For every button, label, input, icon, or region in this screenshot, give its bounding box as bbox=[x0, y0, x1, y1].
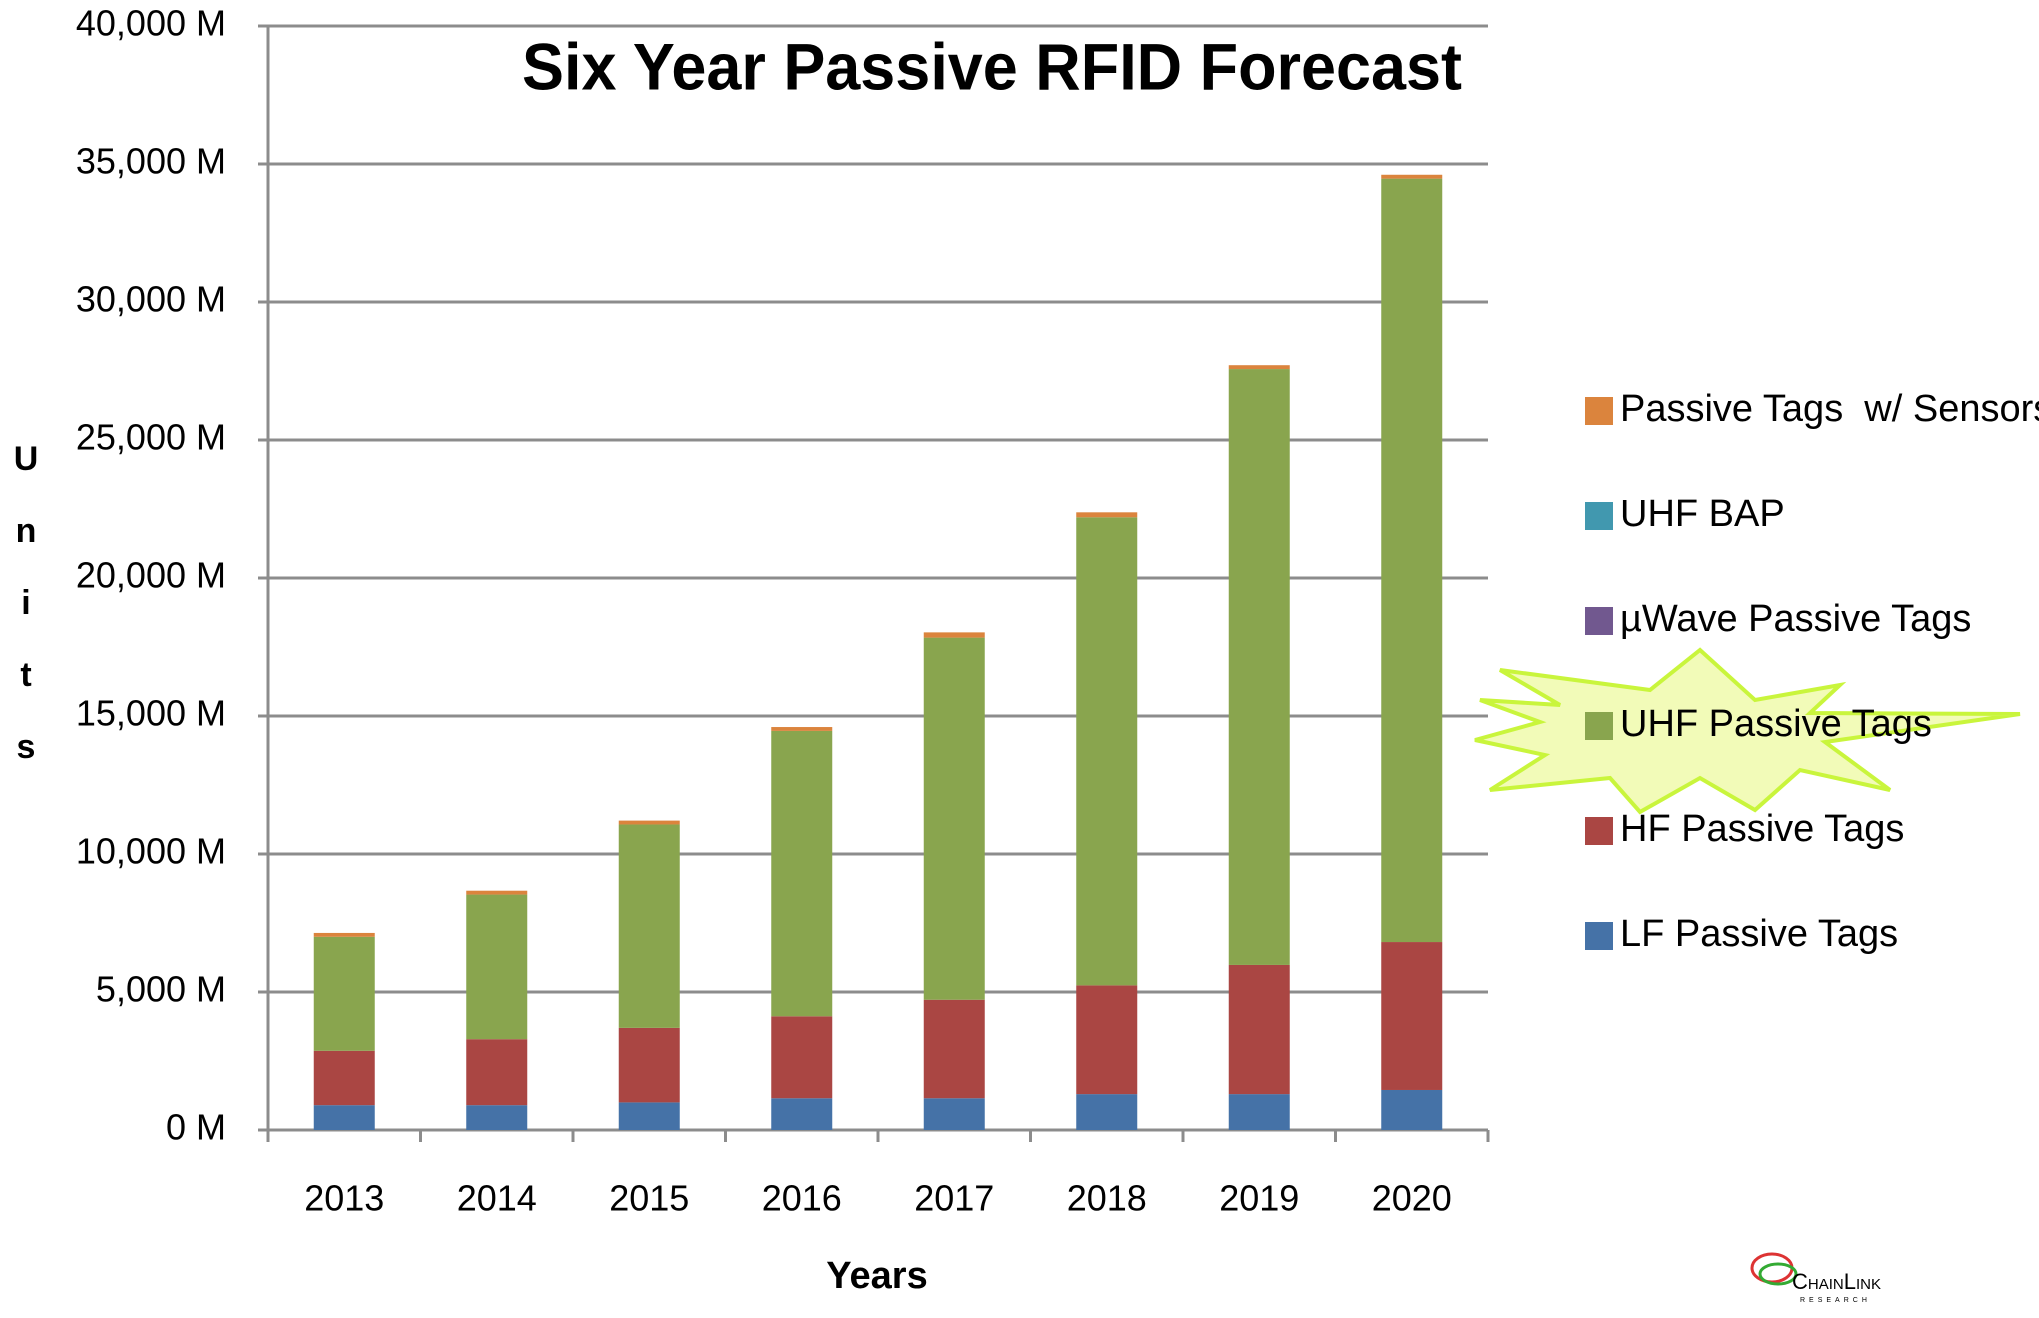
bar-segment bbox=[618, 1102, 680, 1130]
y-tick-label: 40,000 M bbox=[76, 3, 226, 44]
logo-text: ChainLink bbox=[1792, 1269, 1881, 1294]
y-axis-label: Units bbox=[7, 440, 45, 800]
bar-segment bbox=[1076, 985, 1138, 1095]
legend-swatch bbox=[1585, 817, 1613, 845]
chart-title: Six Year Passive RFID Forecast bbox=[522, 29, 1462, 103]
bar-segment bbox=[1381, 942, 1443, 1090]
x-tick-label: 2020 bbox=[1372, 1178, 1452, 1219]
legend-swatch bbox=[1585, 502, 1613, 530]
bar-segment bbox=[771, 730, 833, 1017]
x-tick-label: 2013 bbox=[304, 1178, 384, 1219]
x-tick-label: 2015 bbox=[609, 1178, 689, 1219]
bar-segment bbox=[1381, 174, 1443, 179]
x-tick-label: 2018 bbox=[1067, 1178, 1147, 1219]
y-tick-label: 15,000 M bbox=[76, 693, 226, 734]
bar-segment bbox=[1228, 365, 1290, 370]
legend-label: UHF BAP bbox=[1620, 493, 1785, 535]
bar-segment bbox=[313, 936, 375, 1051]
bar-segment bbox=[1076, 1094, 1138, 1130]
bar-segment bbox=[313, 1105, 375, 1130]
logo-subtext: RESEARCH bbox=[1800, 1297, 1871, 1304]
logo-ring bbox=[1758, 1262, 1798, 1286]
y-tick-label: 30,000 M bbox=[76, 279, 226, 320]
bar-segment bbox=[466, 1105, 528, 1130]
bar-segment bbox=[466, 890, 528, 895]
bar-segment bbox=[618, 824, 680, 1028]
bar-segment bbox=[923, 1098, 985, 1130]
x-tick-label: 2019 bbox=[1219, 1178, 1299, 1219]
y-tick-label: 20,000 M bbox=[76, 555, 226, 596]
y-tick-label: 10,000 M bbox=[76, 831, 226, 872]
legend-swatch bbox=[1585, 922, 1613, 950]
logo-ring bbox=[1750, 1252, 1794, 1284]
legend-label: HF Passive Tags bbox=[1620, 808, 1904, 850]
y-tick-label: 5,000 M bbox=[96, 969, 226, 1010]
legend-swatch bbox=[1585, 712, 1613, 740]
bar-segment bbox=[1381, 1089, 1443, 1130]
legend-label: LF Passive Tags bbox=[1620, 913, 1898, 955]
bar-segment bbox=[923, 637, 985, 1000]
bar-segment bbox=[313, 932, 375, 937]
bar-segment bbox=[1228, 1094, 1290, 1130]
x-tick-label: 2016 bbox=[762, 1178, 842, 1219]
x-axis-label: Years bbox=[826, 1255, 927, 1297]
bar-segment bbox=[923, 999, 985, 1099]
legend-label: Passive Tags w/ Sensors bbox=[1620, 388, 2039, 430]
bar-segment bbox=[771, 727, 833, 731]
bar-segment bbox=[771, 1098, 833, 1130]
bar-segment bbox=[1076, 512, 1138, 518]
bar-segment bbox=[1228, 369, 1290, 965]
y-tick-label: 25,000 M bbox=[76, 417, 226, 458]
legend-swatch bbox=[1585, 607, 1613, 635]
bar-segment bbox=[466, 894, 528, 1040]
bar-segment bbox=[1228, 964, 1290, 1095]
x-tick-label: 2014 bbox=[457, 1178, 537, 1219]
highlight-starburst bbox=[1474, 647, 2021, 815]
legend-label: UHF Passive Tags bbox=[1620, 703, 1932, 745]
bar-segment bbox=[618, 820, 680, 825]
bar-segment bbox=[1381, 178, 1443, 943]
y-tick-label: 0 M bbox=[166, 1107, 226, 1148]
bar-segment bbox=[313, 1050, 375, 1106]
logo: ChainLink RESEARCH bbox=[1750, 1252, 1881, 1304]
legend-swatch bbox=[1585, 397, 1613, 425]
x-tick-label: 2017 bbox=[914, 1178, 994, 1219]
bar-segment bbox=[923, 632, 985, 638]
bar-segment bbox=[771, 1016, 833, 1099]
legend-label: µWave Passive Tags bbox=[1620, 598, 1971, 640]
bar-segment bbox=[1076, 517, 1138, 986]
bar-segment bbox=[466, 1039, 528, 1106]
bar-segment bbox=[618, 1027, 680, 1103]
y-tick-label: 35,000 M bbox=[76, 141, 226, 182]
